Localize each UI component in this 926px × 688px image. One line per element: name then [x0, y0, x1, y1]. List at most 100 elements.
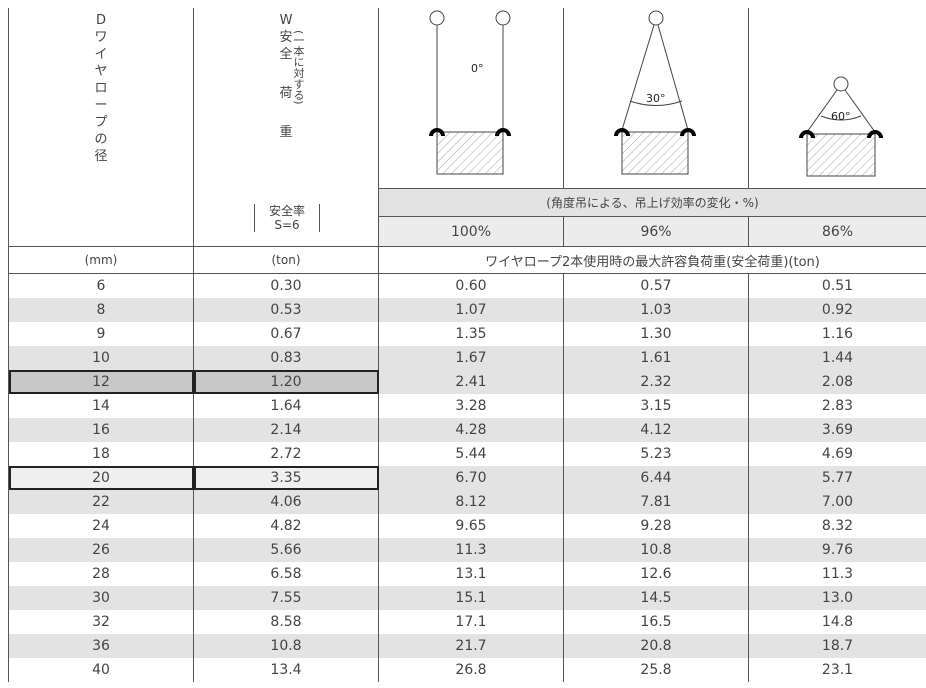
table-row: 8 0.53 1.07 1.03 0.92: [8, 298, 926, 322]
table-row: 26 5.66 11.3 10.8 9.76: [8, 538, 926, 562]
table-cell: 30: [8, 586, 194, 610]
table-cell: 8.12: [378, 490, 564, 514]
table-cell: 1.20: [193, 370, 379, 394]
table-cell: 20.8: [563, 634, 749, 658]
table-cell: 7.81: [563, 490, 749, 514]
table-cell: 9.28: [563, 514, 749, 538]
table-cell: 4.82: [193, 514, 379, 538]
table-cell: 0.51: [748, 273, 926, 298]
diagram-cell: 0°: [378, 8, 564, 189]
table-cell: 18: [8, 442, 194, 466]
table-cell: 0.57: [563, 273, 749, 298]
table-cell: 26.8: [378, 658, 564, 682]
angle-label: 60°: [831, 110, 851, 123]
header-char: ロ: [94, 81, 108, 96]
header-label: D: [95, 13, 106, 28]
table-cell: 8.32: [748, 514, 926, 538]
table-cell: 14.8: [748, 610, 926, 634]
table-cell: 2.08: [748, 370, 926, 394]
table-cell: 11.3: [378, 538, 564, 562]
table-cell: 1.35: [378, 322, 564, 346]
table-row: 24 4.82 9.65 9.28 8.32: [8, 514, 926, 538]
table-cell: 6.44: [563, 466, 749, 490]
table-cell: 1.07: [378, 298, 564, 322]
table-cell: 3.15: [563, 394, 749, 418]
table-cell: 4.12: [563, 418, 749, 442]
table-cell: 8: [8, 298, 194, 322]
table-row: 14 1.64 3.28 3.15 2.83: [8, 394, 926, 418]
table-cell: 3.69: [748, 418, 926, 442]
table-row: 32 8.58 17.1 16.5 14.8: [8, 610, 926, 634]
table-cell: 2.14: [193, 418, 379, 442]
table-cell: 1.61: [563, 346, 749, 370]
table-cell: 4.69: [748, 442, 926, 466]
header-char: イ: [94, 47, 108, 62]
table-row: 6 0.30 0.60 0.57 0.51: [8, 273, 926, 298]
table-cell: 4.28: [378, 418, 564, 442]
table-cell: 9: [8, 322, 194, 346]
table-row: 40 13.4 26.8 25.8 23.1: [8, 658, 926, 682]
header-char: 全: [279, 47, 293, 62]
table-cell: 2.32: [563, 370, 749, 394]
header-note: (一本に対する): [292, 30, 305, 105]
table-cell: 1.03: [563, 298, 749, 322]
table-cell: 2.72: [193, 442, 379, 466]
table-cell: 9.65: [378, 514, 564, 538]
table-cell: 24: [8, 514, 194, 538]
diagram-30: 30°: [614, 10, 696, 175]
table-cell: 2.83: [748, 394, 926, 418]
angle-label: 0°: [471, 62, 484, 75]
table-cell: 14.5: [563, 586, 749, 610]
table-cell: 9.76: [748, 538, 926, 562]
table-cell: 6: [8, 273, 194, 298]
table-cell: 11.3: [748, 562, 926, 586]
table-cell: 10.8: [193, 634, 379, 658]
table-row: 28 6.58 13.1 12.6 11.3: [8, 562, 926, 586]
table-cell: 1.64: [193, 394, 379, 418]
table-cell: 26: [8, 538, 194, 562]
diagram-60: 60°: [799, 76, 883, 177]
table-cell: 6.70: [378, 466, 564, 490]
header-label: W: [279, 13, 293, 28]
table-cell: 36: [8, 634, 194, 658]
table-cell: 0.92: [748, 298, 926, 322]
table-cell: 22: [8, 490, 194, 514]
table-row: 22 4.06 8.12 7.81 7.00: [8, 490, 926, 514]
table-row: 36 10.8 21.7 20.8 18.7: [8, 634, 926, 658]
table-cell: 21.7: [378, 634, 564, 658]
table-cell: 13.0: [748, 586, 926, 610]
table-cell: 5.23: [563, 442, 749, 466]
unit-label: (mm): [8, 246, 194, 274]
table-cell: 10.8: [563, 538, 749, 562]
table-cell: 5.44: [378, 442, 564, 466]
unit-label: (ton): [193, 246, 379, 274]
table-cell: 16.5: [563, 610, 749, 634]
table-cell: 40: [8, 658, 194, 682]
table-cell: 0.67: [193, 322, 379, 346]
table-cell: 17.1: [378, 610, 564, 634]
table-row: 16 2.14 4.28 4.12 3.69: [8, 418, 926, 442]
table-cell: 0.83: [193, 346, 379, 370]
table-cell: 16: [8, 418, 194, 442]
table-cell: 0.53: [193, 298, 379, 322]
efficiency-value: 96%: [563, 216, 749, 247]
table-cell: 5.66: [193, 538, 379, 562]
table-cell: 10: [8, 346, 194, 370]
efficiency-caption: (角度吊による、吊上げ効率の変化・%): [378, 188, 926, 217]
header-char: 径: [94, 149, 108, 164]
header-char: ワ: [94, 30, 108, 45]
load-caption: ワイヤロープ2本使用時の最大許容負荷重(安全荷重)(ton): [378, 246, 926, 274]
table-cell: 14: [8, 394, 194, 418]
table-cell: 1.16: [748, 322, 926, 346]
safety-factor: 安全率 S=6: [254, 204, 320, 232]
table-row: 10 0.83 1.67 1.61 1.44: [8, 346, 926, 370]
table-cell: 12: [8, 370, 194, 394]
table-cell: 12.6: [563, 562, 749, 586]
table-cell: 1.44: [748, 346, 926, 370]
diagram-cell: 30°: [563, 8, 749, 189]
table-cell: 18.7: [748, 634, 926, 658]
header-char: 荷: [279, 86, 293, 101]
diagram-0: 0°: [429, 10, 511, 175]
